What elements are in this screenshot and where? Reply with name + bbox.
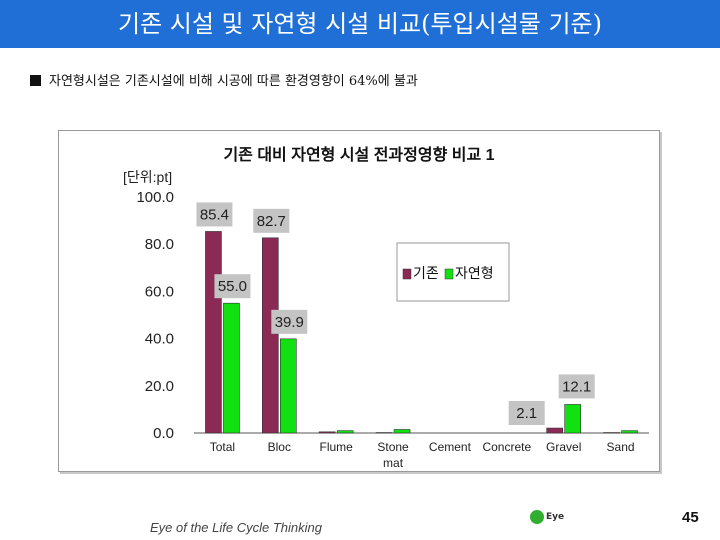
- y-tick-label: 40.0: [145, 331, 174, 348]
- bar-natural-gravel: [564, 404, 581, 434]
- data-label: 12.1: [562, 378, 591, 395]
- x-tick-label: Flume: [320, 440, 354, 454]
- data-label-box: [508, 401, 545, 425]
- data-label-box: [253, 208, 290, 233]
- footer-tagline: Eye of the Life Cycle Thinking: [150, 520, 322, 535]
- bar-natural-sand: [621, 430, 638, 434]
- legend-swatch-existing: [402, 268, 412, 280]
- data-label: 82.7: [257, 213, 286, 230]
- data-label-box: [196, 202, 233, 227]
- bullet-line: 자연형시설은 기존시설에 비해 시공에 따른 환경영향이 64%에 불과: [30, 70, 418, 89]
- x-tick-label: Gravel: [546, 440, 581, 454]
- y-tick-label: 100.0: [136, 189, 174, 206]
- slide-title: 기존 시설 및 자연형 시설 비교(투입시설물 기준): [0, 0, 720, 48]
- bar-existing-flume: [318, 431, 336, 434]
- data-label-box: [271, 309, 308, 334]
- legend-swatch-natural: [444, 268, 454, 280]
- x-tick-label: Stone: [377, 440, 409, 454]
- bar-natural-stone-mat: [393, 429, 411, 434]
- square-bullet-icon: [30, 75, 41, 86]
- bar-natural-bloc: [280, 338, 297, 434]
- bar-chart: 기존 대비 자연형 시설 전과정영향 비교 1 [단위:pt] 100.0 80.0 6…: [123, 145, 649, 470]
- data-label: 85.4: [200, 206, 229, 223]
- data-label: 2.1: [516, 405, 537, 422]
- chart-frame: 기존 대비 자연형 시설 전과정영향 비교 1 [단위:pt] 100.0 80.0 6…: [58, 130, 660, 472]
- logo-wordmark: Eye: [546, 512, 565, 522]
- x-tick-label: Sand: [607, 440, 635, 454]
- logo-dot-icon: [530, 510, 544, 524]
- legend-label-natural: 자연형: [455, 265, 494, 281]
- x-tick-label: Total: [210, 440, 235, 454]
- bar-existing-gravel: [546, 427, 563, 434]
- data-label-box: [558, 374, 595, 399]
- bar-natural-total: [223, 302, 240, 434]
- x-tick-label: Concrete: [482, 440, 531, 454]
- x-tick-label: Bloc: [268, 440, 291, 454]
- x-tick-label: Cement: [429, 440, 472, 454]
- y-tick-label: 80.0: [145, 236, 174, 253]
- data-label: 55.0: [218, 278, 247, 295]
- bullet-text: 자연형시설은 기존시설에 비해 시공에 따른 환경영향이 64%에 불과: [49, 74, 418, 89]
- chart-title: 기존 대비 자연형 시설 전과정영향 비교 1: [223, 145, 494, 164]
- legend-label-existing: 기존: [413, 265, 439, 281]
- y-axis-unit-label: [단위:pt]: [123, 169, 172, 185]
- y-tick-label: 0.0: [153, 425, 174, 442]
- bar-natural-flume: [336, 430, 354, 434]
- bar-existing-total: [205, 231, 222, 434]
- data-label: 39.9: [275, 314, 304, 331]
- page-number: 45: [682, 509, 699, 526]
- x-tick-label: mat: [383, 456, 404, 470]
- eye-logo: Eye: [522, 508, 572, 528]
- bar-existing-bloc: [262, 237, 279, 434]
- y-tick-label: 60.0: [145, 283, 174, 300]
- y-tick-label: 20.0: [145, 378, 174, 395]
- data-label-box: [214, 274, 251, 299]
